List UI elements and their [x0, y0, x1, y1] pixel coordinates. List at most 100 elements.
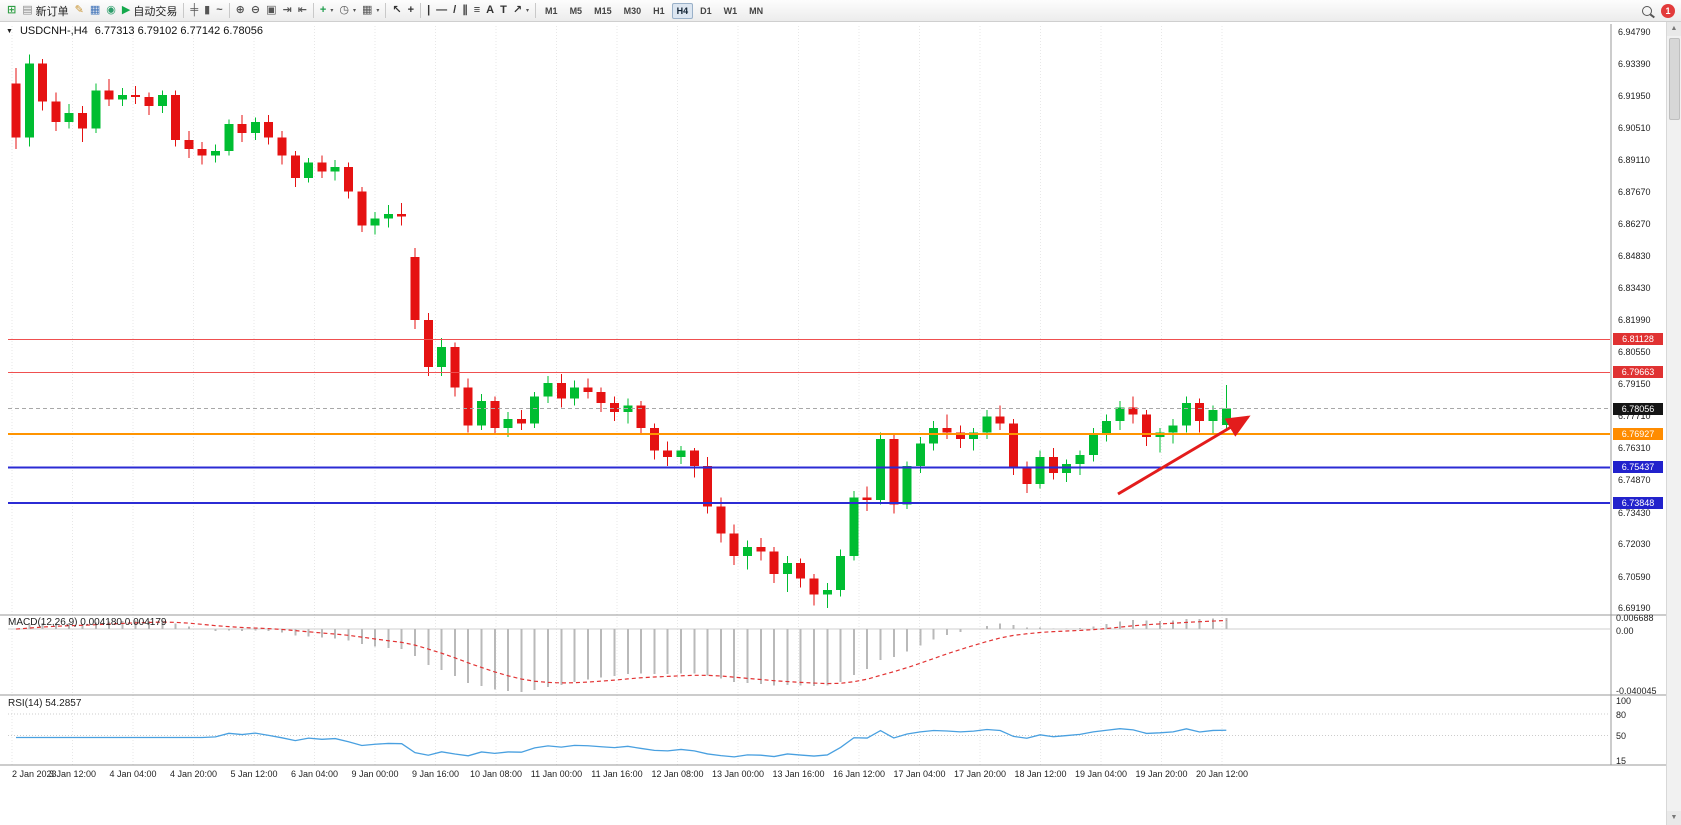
line-chart-button[interactable]: ~ — [213, 2, 225, 20]
candlestick-button[interactable]: ▮ — [201, 2, 213, 20]
shapes-button[interactable]: ↗ ▾ — [510, 2, 532, 20]
cursor-button[interactable]: ↖ — [389, 2, 404, 20]
notification-badge[interactable]: 1 — [1661, 3, 1675, 18]
time-label: 5 Jan 12:00 — [230, 769, 278, 779]
macd-histogram — [28, 618, 1228, 692]
macd-values: 0.004180 0.004179 — [80, 617, 167, 628]
channel-button[interactable]: ∥ — [459, 2, 471, 20]
tile-windows-button[interactable]: ▣ — [263, 2, 279, 20]
metaeditor-button[interactable]: ✎ — [72, 2, 87, 20]
time-label: 20 Jan 12:00 — [1195, 769, 1249, 779]
time-label: 10 Jan 08:00 — [469, 769, 523, 779]
new-order-button-label: 新订单 — [35, 5, 69, 18]
new-chart-icon: ⊞ — [7, 4, 17, 16]
price-label: 6.93390 — [1618, 58, 1651, 69]
price-label: 6.84830 — [1618, 251, 1651, 262]
vertical-line-button[interactable]: | — [424, 2, 433, 20]
chart-shift-button[interactable]: ⇤ — [295, 2, 310, 20]
periods-button[interactable]: ◷ ▾ — [336, 2, 359, 20]
chart-canvas — [0, 24, 1666, 766]
price-label: 6.94790 — [1618, 27, 1651, 37]
horizontal-line-button[interactable]: — — [433, 2, 450, 20]
time-label: 9 Jan 00:00 — [351, 769, 399, 779]
price-label: 6.83430 — [1618, 282, 1651, 293]
crosshair-button[interactable]: + — [405, 2, 417, 20]
chart-shift-icon: ⇤ — [297, 4, 307, 16]
toolbar-separator — [385, 3, 387, 18]
autotrading-button[interactable]: ▶ 自动交易 — [119, 2, 180, 20]
fibonacci-button[interactable]: ≡ — [471, 2, 483, 20]
new-order-button[interactable]: ▤ 新订单 — [19, 2, 71, 20]
navigator-icon: ◉ — [106, 4, 116, 16]
templates-button[interactable]: ▦ ▾ — [359, 2, 382, 20]
timeframe-h1[interactable]: H1 — [653, 5, 665, 16]
timeframe-m5[interactable]: M5 — [569, 5, 583, 16]
fibonacci-icon: ≡ — [473, 4, 481, 16]
arrows-shapes-icon: ↗ — [512, 4, 523, 16]
chart-title: ▼ USDCNH-,H4 6.77313 6.79102 6.77142 6.7… — [6, 25, 263, 37]
rsi-axis-label: 15 — [1616, 756, 1627, 766]
text-icon: A — [486, 4, 495, 16]
level-price-badge: 6.75437 — [1613, 461, 1663, 474]
time-label: 17 Jan 20:00 — [953, 769, 1007, 779]
trendline-button[interactable]: / — [450, 2, 459, 20]
clock-icon: ◷ — [339, 4, 349, 16]
price-label: 6.90510 — [1618, 123, 1651, 134]
timeframe-mn[interactable]: MN — [749, 5, 764, 16]
time-label: 2 Jan 2023 — [12, 769, 57, 779]
auto-scroll-button[interactable]: ⇥ — [279, 2, 294, 20]
bar-chart-button[interactable]: ╪ — [187, 2, 201, 20]
time-label: 19 Jan 04:00 — [1074, 769, 1128, 779]
indicators-button[interactable]: + ▾ — [317, 2, 336, 20]
zoom-in-button[interactable]: ⊕ — [233, 2, 248, 20]
timeframe-w1[interactable]: W1 — [723, 5, 738, 16]
up-arrow-icon: ▲ — [1670, 25, 1678, 32]
scrollbar-thumb[interactable] — [1669, 38, 1680, 120]
time-label: 3 Jan 12:00 — [48, 769, 97, 779]
time-label: 13 Jan 00:00 — [711, 769, 765, 779]
rsi-axis-label: 50 — [1616, 731, 1627, 742]
timeframe-m15[interactable]: M15 — [594, 5, 612, 16]
rsi-axis-label: 100 — [1616, 696, 1632, 706]
channel-icon: ∥ — [462, 4, 468, 16]
price-label: 6.89110 — [1618, 154, 1650, 165]
search-button[interactable] — [1639, 2, 1659, 20]
price-label: 6.70590 — [1618, 571, 1651, 582]
zoom-out-icon: ⊖ — [250, 4, 261, 16]
auto-scroll-icon: ⇥ — [282, 4, 292, 16]
scroll-up-button[interactable]: ▲ — [1667, 22, 1681, 36]
time-axis[interactable]: 2 Jan 2023 3 Jan 12:00 4 Jan 04:00 4 Jan 20… — [0, 766, 1666, 788]
timeframe-h4[interactable]: H4 — [671, 2, 694, 19]
search-icon — [1642, 5, 1652, 16]
new-chart-button[interactable]: ⊞ — [4, 2, 19, 20]
rsi-label: RSI(14) 54.2857 — [8, 698, 81, 709]
navigator-button[interactable]: ◉ — [103, 2, 119, 20]
down-arrow-icon: ▼ — [1670, 814, 1678, 821]
time-label: 4 Jan 20:00 — [169, 769, 218, 779]
toolbar: ⊞ ▤ 新订单 ✎ ▦ ◉ ▶ 自动交易 ╪ ▮ ~ ⊕ ⊖ ▣ ⇥ ⇤ + ▾ ◷ ▾ ▦ ▾ ↖ + | — / ∥ ≡ A T ↗ ▾ M1… — [0, 0, 1681, 22]
label-button[interactable]: T — [497, 2, 510, 20]
timeframe-m30[interactable]: M30 — [623, 5, 642, 16]
market-watch-button[interactable]: ▦ — [87, 2, 103, 20]
current-price-badge: 6.78056 — [1613, 402, 1663, 415]
trend-arrow-annotation[interactable] — [1117, 415, 1251, 496]
price-label: 6.87670 — [1618, 187, 1651, 198]
timeframe-m1[interactable]: M1 — [545, 5, 558, 16]
rsi-line — [16, 728, 1227, 758]
scroll-down-button[interactable]: ▼ — [1667, 811, 1681, 825]
macd-axis-max: 0.006688 — [1616, 613, 1654, 623]
candlestick-icon: ▮ — [204, 4, 211, 16]
dropdown-caret-icon: ▾ — [526, 8, 530, 14]
one-click-trading-toggle[interactable]: ▼ — [6, 27, 13, 35]
price-scale[interactable]: 6.94790 6.93390 6.91950 6.90510 6.89110 6.876… — [1612, 22, 1666, 825]
chart-area[interactable]: ▼ USDCNH-,H4 6.77313 6.79102 6.77142 6.7… — [0, 22, 1666, 825]
bar-chart-icon: ╪ — [190, 4, 199, 16]
new-order-icon: ▤ — [22, 4, 33, 16]
timeframe-d1[interactable]: D1 — [700, 5, 712, 16]
vertical-scrollbar[interactable]: ▲ ▼ — [1666, 22, 1681, 825]
text-button[interactable]: A — [483, 2, 497, 20]
vertical-line-icon: | — [427, 4, 431, 16]
zoom-out-button[interactable]: ⊖ — [248, 2, 263, 20]
price-label: 6.86270 — [1618, 218, 1651, 229]
macd-name: MACD(12,26,9) — [8, 617, 78, 628]
